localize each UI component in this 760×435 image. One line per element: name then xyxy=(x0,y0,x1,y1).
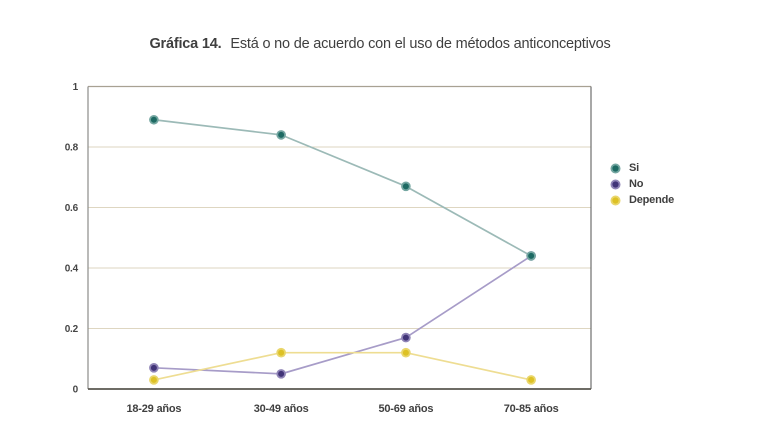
marker-si xyxy=(278,131,285,138)
marker-depende xyxy=(278,349,285,356)
y-tick-label: 0.2 xyxy=(65,324,79,335)
legend-item-no: No xyxy=(610,176,674,192)
x-axis-label: 70-85 años xyxy=(504,403,559,415)
marker-si xyxy=(150,116,157,123)
legend-marker-icon xyxy=(610,163,621,173)
x-axis-label: 18-29 años xyxy=(126,403,181,415)
y-tick-label: 0 xyxy=(73,385,79,396)
y-tick-label: 0.4 xyxy=(65,264,79,275)
marker-no xyxy=(278,370,285,377)
chart-legend: Si No Depende xyxy=(610,160,674,208)
legend-marker-icon xyxy=(610,195,621,205)
chart-title-text: Está o no de acuerdo con el uso de métod… xyxy=(230,36,611,52)
series-line-no xyxy=(153,255,532,375)
x-axis-label: 50-69 años xyxy=(378,403,433,415)
legend-item-depende: Depende xyxy=(610,192,674,208)
legend-label: Si xyxy=(629,162,639,174)
legend-item-si: Si xyxy=(610,160,674,176)
marker-si xyxy=(528,252,535,259)
legend-label: No xyxy=(629,178,644,190)
legend-label: Depende xyxy=(629,194,675,206)
marker-si xyxy=(402,183,409,190)
marker-no xyxy=(150,364,157,371)
marker-depende xyxy=(402,349,409,356)
marker-depende xyxy=(528,376,535,383)
y-tick-label: 0.6 xyxy=(65,203,79,214)
chart-title: Gráfica 14. Está o no de acuerdo con el u… xyxy=(0,36,760,52)
series-line-depende xyxy=(153,351,532,381)
legend-marker-icon xyxy=(610,179,621,189)
chart-title-number: Gráfica 14. xyxy=(149,36,222,52)
marker-no xyxy=(402,334,409,341)
x-axis-label: 30-49 años xyxy=(254,403,309,415)
marker-depende xyxy=(150,376,157,383)
series-line-si xyxy=(153,118,532,257)
y-tick-label: 0.8 xyxy=(65,143,79,154)
y-tick-label: 1 xyxy=(73,82,79,93)
